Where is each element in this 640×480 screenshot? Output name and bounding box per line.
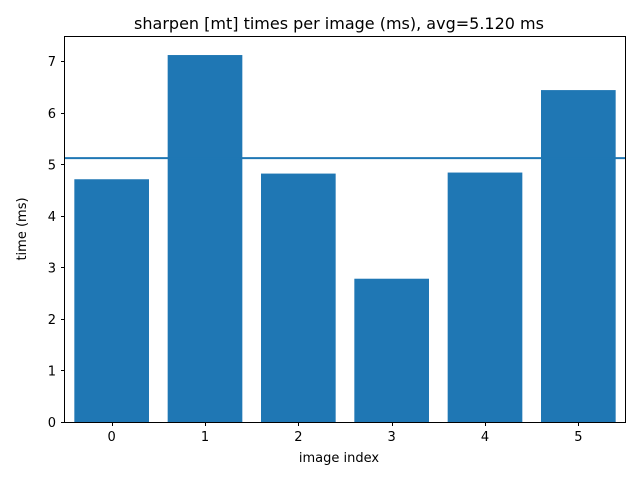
y-tick-label-0: 0 — [48, 416, 56, 431]
bars-group — [74, 55, 616, 423]
y-tick-label-3: 3 — [48, 261, 56, 276]
y-tick-label-5: 5 — [48, 158, 56, 173]
bar-3 — [354, 278, 429, 422]
x-tick-label-2: 2 — [294, 430, 302, 445]
bar-4 — [447, 172, 523, 422]
bar-0 — [74, 179, 149, 422]
y-tick-label-1: 1 — [48, 364, 56, 379]
bar-1 — [167, 55, 243, 423]
y-tick-label-6: 6 — [48, 107, 56, 122]
x-axis-ticks: 0 1 2 3 4 5 — [108, 422, 582, 445]
y-axis-label: time (ms) — [15, 197, 30, 260]
x-tick-label-3: 3 — [388, 430, 396, 445]
plot-frame — [64, 36, 626, 423]
y-tick-label-2: 2 — [48, 313, 56, 328]
y-axis-ticks: 0 1 2 3 4 5 6 7 — [48, 55, 65, 431]
chart-title: sharpen [mt] times per image (ms), avg=5… — [134, 14, 544, 33]
x-tick-label-0: 0 — [108, 430, 116, 445]
y-tick-label-4: 4 — [48, 210, 56, 225]
y-tick-label-7: 7 — [48, 55, 56, 70]
bar-2 — [261, 173, 336, 422]
x-axis-label: image index — [299, 451, 379, 466]
x-tick-label-4: 4 — [481, 430, 489, 445]
x-tick-label-1: 1 — [201, 430, 209, 445]
bar-5 — [541, 90, 616, 422]
x-tick-label-5: 5 — [574, 430, 582, 445]
